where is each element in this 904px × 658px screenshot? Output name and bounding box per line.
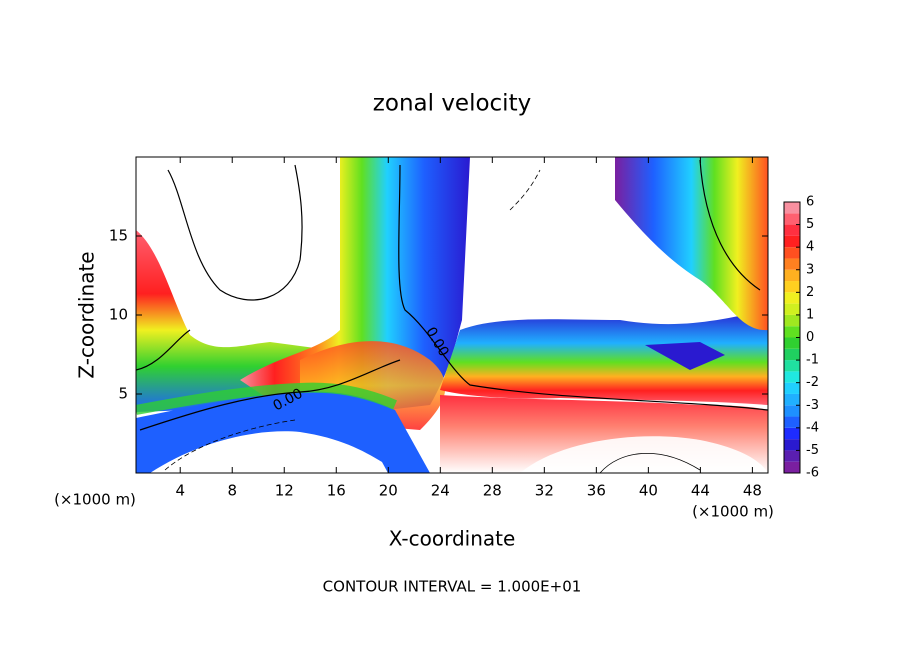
colorbar-band	[784, 360, 800, 372]
colorbar-band	[784, 427, 800, 440]
x-tick-label: 44	[691, 482, 710, 500]
x-tick-label: 16	[327, 482, 346, 500]
x-tick-label: 48	[743, 482, 762, 500]
y-tick-label: 5	[118, 385, 128, 403]
y-tick-label: 10	[109, 306, 128, 324]
colorbar-band	[784, 439, 800, 451]
colorbar-band	[784, 405, 800, 417]
x-unit-label: (×1000 m)	[692, 503, 774, 521]
colorbar-tick-label: -6	[806, 466, 819, 481]
colorbar-band	[784, 337, 800, 349]
chart-title: zonal velocity	[373, 91, 531, 117]
colorbar-band	[784, 326, 800, 338]
x-tick-label: 12	[275, 482, 294, 500]
x-tick-label: 28	[483, 482, 502, 500]
colorbar-tick-label: 2	[806, 285, 814, 300]
colorbar-band	[784, 269, 800, 282]
colorbar-tick-label: -5	[806, 443, 819, 458]
colorbar-band	[784, 314, 800, 327]
colorbar-tick-label: 5	[806, 217, 814, 232]
x-tick-label: 8	[227, 482, 237, 500]
colorbar-tick-label: 4	[806, 240, 814, 255]
x-tick-label: 36	[587, 482, 606, 500]
colorbar-tick-label: -3	[806, 398, 819, 413]
colorbar-band	[784, 382, 800, 394]
colorbar-band	[784, 224, 800, 236]
contour-field	[136, 157, 768, 473]
x-tick-label: 24	[431, 482, 450, 500]
colorbar-band	[784, 281, 800, 293]
colorbar-tick-label: -1	[806, 353, 819, 368]
colorbar-band	[784, 371, 800, 383]
x-unit-label: (×1000 m)	[54, 491, 136, 509]
colorbar-band	[784, 461, 800, 473]
x-tick-label: 4	[175, 482, 185, 500]
footer: CONTOUR INTERVAL = 1.000E+01	[323, 578, 582, 596]
colorbar-band	[784, 247, 800, 259]
x-tick-label: 32	[535, 482, 554, 500]
x-tick-label: 20	[379, 482, 398, 500]
colorbar-band	[784, 258, 800, 270]
x-tick-label: 40	[639, 482, 658, 500]
colorbar-band	[784, 348, 800, 361]
colorbar-band	[784, 202, 800, 214]
colorbar-tick-label: 0	[806, 330, 814, 345]
colorbar-band	[784, 235, 800, 248]
colorbar-band	[784, 416, 800, 428]
y-axis-label: Z-coordinate	[75, 251, 99, 378]
colorbar-tick-label: 3	[806, 262, 814, 277]
colorbar-tick-label: -2	[806, 375, 819, 390]
colorbar-tick-label: 6	[806, 195, 814, 210]
colorbar-band	[784, 292, 800, 304]
x-axis-label: X-coordinate	[389, 527, 516, 551]
colorbar-tick-label: -4	[806, 420, 819, 435]
y-tick-label: 15	[109, 227, 128, 245]
colorbar-band	[784, 393, 800, 406]
colorbar-band	[784, 450, 800, 462]
colorbar-band	[784, 303, 800, 315]
colorbar-band	[784, 213, 800, 225]
colorbar-tick-label: 1	[806, 307, 814, 322]
